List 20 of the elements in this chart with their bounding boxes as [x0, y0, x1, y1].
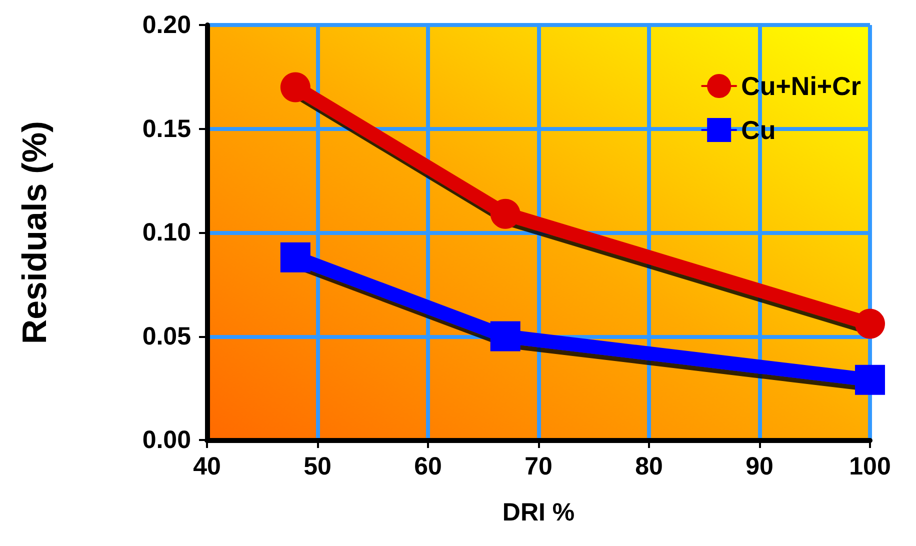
- x-tick-label: 100: [849, 452, 891, 480]
- x-tick-label: 40: [193, 452, 221, 480]
- x-tick-label: 90: [746, 452, 774, 480]
- y-tick-label: 0.20: [142, 11, 191, 39]
- point: [280, 242, 310, 272]
- x-tick-label: 80: [635, 452, 663, 480]
- x-tick-label: 50: [304, 452, 332, 480]
- y-tick-label: 0.15: [142, 114, 192, 143]
- y-tick-label: 0.10: [142, 218, 191, 246]
- y-axis-title: Residuals (%): [16, 121, 54, 344]
- y-tick-label: 0.00: [142, 426, 191, 454]
- y-tick-label: 0.05: [142, 322, 192, 350]
- point: [855, 308, 885, 339]
- point: [280, 72, 310, 102]
- point: [490, 321, 520, 352]
- x-tick-label: 60: [414, 452, 442, 480]
- x-tick-label: 70: [524, 452, 552, 480]
- point: [490, 198, 520, 229]
- x-axis-title: DRI %: [502, 498, 575, 526]
- point: [855, 364, 885, 395]
